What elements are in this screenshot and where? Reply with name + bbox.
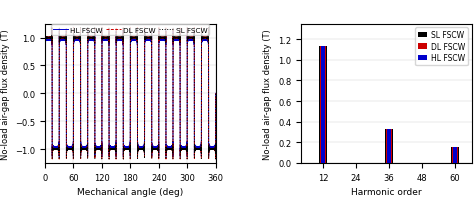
DL FSCW (126, 148, 131, 150)
Bar (454, 147, 457, 163)
Bar (452, 147, 458, 163)
DL FSCW (170, 158, 176, 161)
X-axis label: Harmonic order: Harmonic order (351, 187, 421, 196)
SL FSCW (53, 148, 58, 151)
SL FSCW (42, 93, 48, 95)
HL FSCW (49, 39, 55, 42)
HL FSCW (126, 145, 131, 148)
SL FSCW (126, 148, 131, 150)
SL FSCW (43, 37, 49, 39)
HL FSCW (170, 155, 176, 158)
SL FSCW (199, 27, 204, 30)
DL FSCW (53, 148, 58, 151)
Bar (320, 47, 326, 163)
HL FSCW (199, 30, 204, 32)
HL FSCW (53, 146, 58, 149)
HL FSCW (76, 39, 82, 41)
Bar (385, 130, 393, 163)
HL FSCW (213, 93, 219, 95)
SL FSCW (170, 158, 176, 161)
Line: DL FSCW: DL FSCW (45, 28, 216, 159)
Y-axis label: No-load air-gap flux density (T): No-load air-gap flux density (T) (0, 29, 9, 159)
Line: HL FSCW: HL FSCW (45, 31, 216, 157)
Bar (319, 47, 327, 163)
Y-axis label: No-load air-gap flux density (T): No-load air-gap flux density (T) (264, 29, 273, 159)
Legend: SL FSCW, DL FSCW, HL FSCW: SL FSCW, DL FSCW, HL FSCW (415, 28, 468, 66)
Line: SL FSCW: SL FSCW (45, 28, 216, 159)
DL FSCW (43, 37, 49, 39)
SL FSCW (213, 93, 219, 95)
DL FSCW (49, 37, 55, 39)
HL FSCW (42, 93, 48, 95)
Legend: HL FSCW, DL FSCW, SL FSCW: HL FSCW, DL FSCW, SL FSCW (51, 25, 210, 36)
HL FSCW (204, 40, 210, 42)
HL FSCW (43, 39, 49, 42)
DL FSCW (42, 93, 48, 95)
SL FSCW (49, 37, 55, 39)
DL FSCW (199, 27, 204, 30)
Bar (387, 130, 391, 163)
DL FSCW (204, 38, 210, 40)
DL FSCW (76, 37, 82, 39)
Bar (321, 47, 325, 163)
SL FSCW (76, 37, 82, 39)
X-axis label: Mechanical angle (deg): Mechanical angle (deg) (77, 187, 183, 196)
DL FSCW (213, 93, 219, 95)
Bar (451, 147, 459, 163)
Bar (386, 130, 392, 163)
SL FSCW (204, 38, 210, 40)
